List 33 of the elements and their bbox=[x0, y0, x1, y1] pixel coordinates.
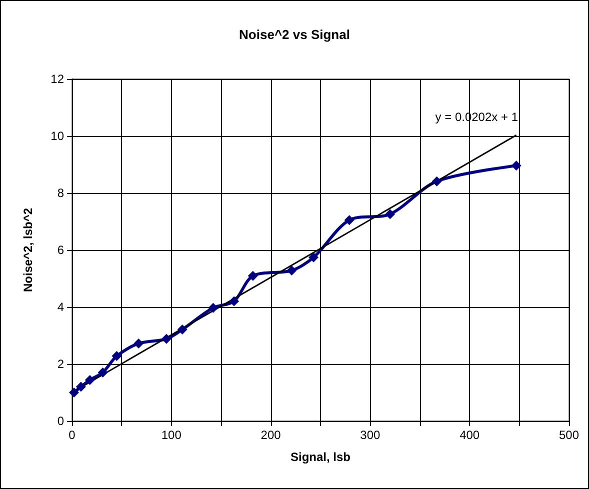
y-tick-label: 0 bbox=[57, 414, 64, 428]
point bbox=[308, 252, 319, 262]
point bbox=[98, 368, 108, 378]
y-tick-label: 2 bbox=[57, 357, 64, 371]
point bbox=[112, 351, 122, 362]
point bbox=[432, 176, 442, 186]
y-axis-title: Noise^2, lsb^2 bbox=[21, 208, 35, 292]
x-tick-label: 300 bbox=[360, 428, 381, 442]
x-tick-label: 100 bbox=[161, 428, 182, 442]
chart-title: Noise^2 vs Signal bbox=[239, 27, 350, 42]
point bbox=[511, 160, 522, 171]
point bbox=[208, 302, 218, 313]
y-tick-label: 8 bbox=[57, 186, 64, 200]
point bbox=[134, 338, 144, 348]
point bbox=[177, 324, 188, 335]
point bbox=[76, 382, 86, 392]
y-tick-label: 6 bbox=[57, 243, 64, 257]
point bbox=[344, 215, 354, 226]
x-axis-title: Signal, lsb bbox=[290, 450, 351, 464]
point bbox=[229, 296, 240, 306]
point bbox=[68, 388, 79, 398]
y-tick-label: 4 bbox=[57, 300, 64, 314]
x-tick-label: 500 bbox=[558, 428, 580, 442]
point bbox=[286, 266, 297, 276]
y-tick-label: 10 bbox=[50, 129, 64, 143]
point bbox=[84, 374, 95, 385]
x-tick-label: 200 bbox=[260, 428, 282, 442]
x-tick-label: 0 bbox=[68, 428, 76, 442]
y-tick-label: 12 bbox=[50, 72, 64, 86]
point bbox=[385, 209, 396, 220]
point bbox=[248, 270, 258, 281]
x-tick-label: 400 bbox=[460, 428, 480, 442]
point bbox=[161, 334, 172, 344]
